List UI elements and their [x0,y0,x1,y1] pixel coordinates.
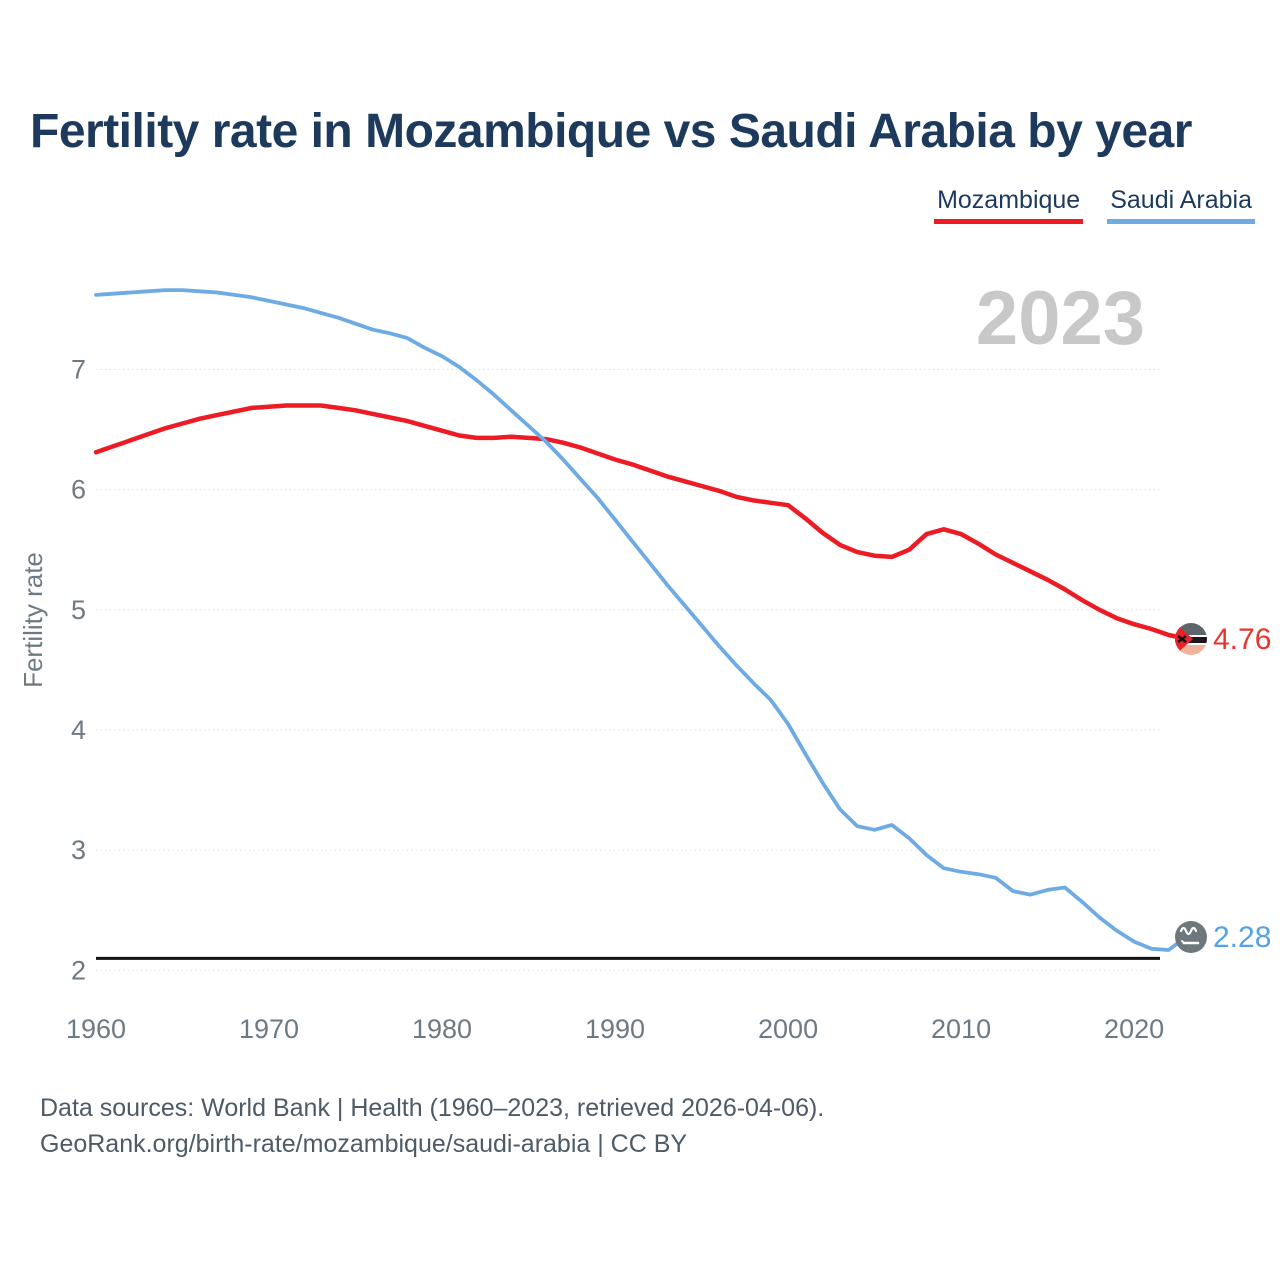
x-tick-label-1970: 1970 [239,1014,299,1044]
x-tick-label-2010: 2010 [931,1014,991,1044]
y-tick-label-5: 5 [71,595,86,625]
y-tick-label-3: 3 [71,835,86,865]
footer: Data sources: World Bank | Health (1960–… [40,1090,824,1162]
x-tick-label-1990: 1990 [585,1014,645,1044]
legend-item-mozambique[interactable]: Mozambique [934,186,1084,224]
saudi-arabia-flag-icon [1175,921,1207,953]
y-tick-label-2: 2 [71,955,86,985]
y-tick-label-4: 4 [71,715,86,745]
x-tick-label-2000: 2000 [758,1014,818,1044]
year-annotation: 2023 [976,276,1145,361]
mozambique-line[interactable] [93,403,1189,641]
mozambique-end-value: 4.76 [1213,623,1271,656]
chart-title: Fertility rate in Mozambique vs Saudi Ar… [30,105,1192,158]
x-tick-label-2020: 2020 [1104,1014,1164,1044]
footer-attribution[interactable]: GeoRank.org/birth-rate/mozambique/saudi-… [40,1130,688,1158]
legend: Mozambique Saudi Arabia [934,186,1255,224]
mozambique-flag-icon [1175,623,1207,655]
y-tick-label-6: 6 [71,475,86,505]
y-axis-ticks: 2 3 4 5 6 7 [71,354,86,985]
saudi-arabia-end-value: 2.28 [1213,921,1271,954]
saudi-arabia-line[interactable] [94,288,1188,952]
x-axis-ticks: 1960 1970 1980 1990 2000 2010 2020 [66,1014,1164,1044]
x-tick-label-1960: 1960 [66,1014,126,1044]
y-axis-title: Fertility rate [18,552,48,688]
legend-item-saudi-arabia[interactable]: Saudi Arabia [1107,186,1255,224]
footer-sources: Data sources: World Bank | Health (1960–… [40,1094,825,1122]
y-tick-label-7: 7 [71,354,86,384]
x-tick-label-1980: 1980 [412,1014,472,1044]
gridlines [96,368,1160,971]
